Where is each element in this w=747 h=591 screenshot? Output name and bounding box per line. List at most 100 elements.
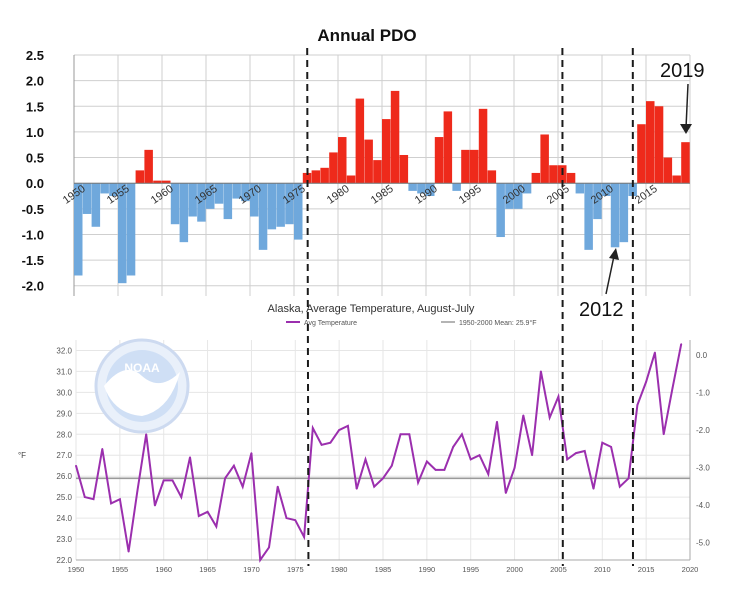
temp-y-tick-label: 22.0 <box>56 556 72 565</box>
temp-right-tick-label: -4.0 <box>696 501 710 510</box>
pdo-y-tick-label: 1.0 <box>26 125 44 140</box>
pdo-bar <box>346 175 356 184</box>
pdo-y-tick-label: -2.0 <box>22 279 44 294</box>
pdo-bar <box>74 183 83 276</box>
temp-point <box>390 464 393 467</box>
temp-point <box>610 445 612 448</box>
temp-point <box>215 525 218 528</box>
annotation-2019-arrow <box>685 83 689 129</box>
pdo-bar <box>258 183 268 250</box>
pdo-bar <box>373 160 382 184</box>
pdo-bar <box>593 183 602 220</box>
temp-point <box>276 485 279 488</box>
temp-point <box>539 370 542 373</box>
pdo-bar <box>364 139 373 184</box>
temp-point <box>127 550 130 553</box>
temp-point <box>575 452 577 455</box>
temp-x-tick-label: 1965 <box>199 565 216 574</box>
pdo-y-tick-label: 2.0 <box>26 74 44 89</box>
temp-point <box>662 433 665 436</box>
temp-point <box>417 481 419 484</box>
pdo-bar <box>461 149 470 184</box>
pdo-bar <box>241 183 250 202</box>
pdo-bar <box>355 98 365 184</box>
temp-point <box>355 487 358 490</box>
pdo-bar <box>399 154 409 184</box>
temp-point <box>268 546 270 549</box>
temp-x-tick-label: 1995 <box>462 565 479 574</box>
pdo-bar <box>478 108 488 184</box>
temp-y-tick-label: 28.0 <box>56 430 72 439</box>
temp-point <box>557 395 560 398</box>
temp-point <box>83 496 86 499</box>
temperature-x-axis: 1950 1955 1960 1965 1970 1975 1980 1985 1990 1995… <box>68 565 699 574</box>
temp-x-tick-label: 1985 <box>375 565 392 574</box>
annotation-2012-arrowhead <box>609 248 619 260</box>
temp-x-tick-label: 1950 <box>68 565 85 574</box>
temp-point <box>338 429 341 431</box>
pdo-bar <box>470 149 479 184</box>
temp-x-tick-label: 1955 <box>112 565 129 574</box>
pdo-bar <box>153 180 162 184</box>
temp-right-tick-label: -1.0 <box>696 389 710 398</box>
temp-point <box>425 460 428 463</box>
pdo-bar <box>514 183 523 209</box>
legend: Avg Temperature 1950-2000 Mean: 25.9°F <box>286 319 537 327</box>
pdo-bar <box>531 172 541 184</box>
annotation-2019-arrowhead <box>680 124 692 134</box>
pdo-bar <box>294 183 303 240</box>
pdo-y-tick-label: -1.0 <box>22 227 44 242</box>
temp-y-tick-label: 24.0 <box>56 514 72 523</box>
temp-x-tick-label: 2010 <box>594 565 611 574</box>
temp-x-tick-label: 1975 <box>287 565 304 574</box>
pdo-bar <box>496 183 505 238</box>
pdo-bar <box>214 183 224 204</box>
temp-point <box>382 477 384 480</box>
annotation-2012-arrow <box>605 255 615 295</box>
pdo-bar <box>311 170 321 184</box>
pdo-y-tick-label: 1.5 <box>26 99 44 114</box>
pdo-bar <box>619 183 629 243</box>
pdo-bar <box>522 183 532 194</box>
annotation-2012-label: 2012 <box>579 299 624 321</box>
pdo-bar <box>540 134 549 184</box>
pdo-bar <box>663 157 673 184</box>
pdo-bar <box>126 183 136 276</box>
pdo-bar <box>82 183 92 214</box>
noaa-logo-text: NOAA <box>124 361 160 375</box>
temp-point <box>162 479 165 482</box>
pdo-x-axis: 1950 1955 1960 1965 1970 1975 1980 1985 1990 1995… <box>61 183 660 207</box>
temp-point <box>206 510 209 513</box>
temp-point <box>110 502 112 505</box>
temp-y-tick-label: 29.0 <box>56 409 72 418</box>
temp-point <box>189 456 191 459</box>
pdo-bar <box>602 183 611 197</box>
temp-y-tick-label: 31.0 <box>56 367 72 376</box>
pdo-bar <box>646 101 655 184</box>
temp-point <box>303 536 305 538</box>
pdo-bar <box>267 183 277 230</box>
temp-right-tick-label: -2.0 <box>696 426 710 435</box>
pdo-bar <box>443 111 453 184</box>
temp-point <box>601 441 604 444</box>
temp-point <box>285 517 288 519</box>
temperature-line <box>75 344 683 563</box>
temp-point <box>548 416 551 419</box>
temperature-points <box>75 343 683 561</box>
pdo-bar <box>223 183 233 220</box>
pdo-bar <box>681 142 690 184</box>
temp-x-tick-label: 1980 <box>331 565 348 574</box>
legend-mean-label: 1950-2000 Mean: 25.9°F <box>459 319 537 327</box>
annotation-2019-label: 2019 <box>660 60 705 82</box>
temp-point <box>154 504 156 507</box>
temp-point <box>250 452 253 455</box>
pdo-bar <box>610 183 620 248</box>
pdo-bar <box>179 183 189 243</box>
temp-point <box>373 485 376 488</box>
pdo-bar <box>276 183 285 227</box>
temp-point <box>92 498 95 501</box>
temp-right-tick-label: -3.0 <box>696 464 710 473</box>
temp-point <box>583 450 586 452</box>
temp-point <box>145 433 148 436</box>
